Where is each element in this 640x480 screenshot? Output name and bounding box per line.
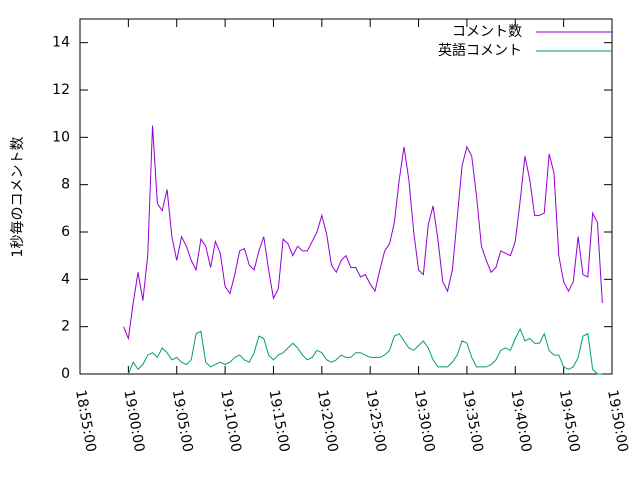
x-tick-label: 19:35:00	[459, 389, 486, 454]
y-tick-label: 4	[61, 271, 70, 287]
legend-label: コメント数	[452, 24, 522, 40]
y-tick-label: 14	[52, 35, 70, 51]
x-tick-label: 19:45:00	[556, 389, 583, 454]
x-tick-label: 19:10:00	[217, 389, 244, 454]
x-tick-label: 19:15:00	[266, 389, 293, 454]
y-tick-label: 2	[61, 319, 70, 335]
x-tick-label: 19:05:00	[169, 389, 196, 454]
y-tick-label: 8	[61, 177, 70, 193]
y-axis-label: 1秒毎のコメント数	[10, 137, 26, 258]
x-tick-label: 19:30:00	[411, 389, 438, 454]
y-tick-label: 12	[52, 82, 70, 98]
x-tick-label: 18:55:00	[72, 389, 99, 454]
y-tick-label: 0	[61, 366, 70, 382]
series-line	[123, 125, 603, 341]
x-tick-label: 19:20:00	[314, 389, 341, 454]
x-tick-label: 19:00:00	[120, 389, 147, 454]
x-tick-label: 19:40:00	[507, 389, 534, 454]
x-tick-label: 19:25:00	[362, 389, 389, 454]
series-line	[127, 327, 603, 375]
y-tick-label: 10	[52, 129, 70, 145]
y-tick-label: 6	[61, 224, 70, 240]
plot-border	[79, 18, 613, 375]
x-tick-label: 19:50:00	[604, 389, 631, 454]
legend-label: 英語コメント	[438, 42, 522, 59]
